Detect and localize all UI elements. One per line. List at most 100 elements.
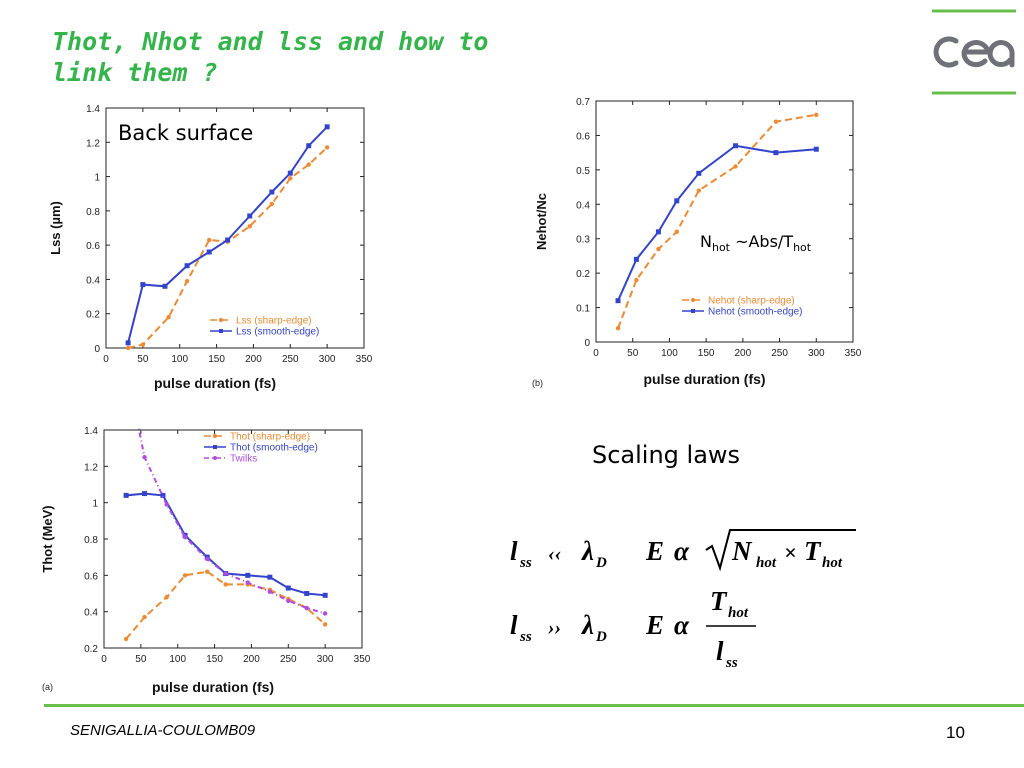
data-point <box>324 124 330 130</box>
y-tick-label: 0.2 <box>86 310 100 321</box>
data-point <box>287 170 293 176</box>
y-tick-label: 0.7 <box>576 97 590 108</box>
svg-text:D: D <box>595 555 607 571</box>
x-axis-label: pulse duration (fs) <box>152 679 274 695</box>
y-tick-label: 1.4 <box>86 104 100 115</box>
footer-divider <box>44 704 1024 707</box>
data-point <box>267 574 273 580</box>
y-tick-label: 0.4 <box>86 275 100 286</box>
data-point <box>696 170 702 176</box>
x-tick-label: 250 <box>280 654 297 665</box>
y-tick-label: 0 <box>584 338 590 349</box>
data-point <box>322 592 328 598</box>
series-line <box>617 144 817 302</box>
series-line <box>125 570 326 640</box>
svg-text:α: α <box>674 536 690 566</box>
y-tick-label: 0.5 <box>576 166 590 177</box>
y-tick-label: 0.2 <box>576 269 590 280</box>
y-tick-label: 0 <box>94 344 100 355</box>
x-tick-label: 300 <box>808 348 825 359</box>
footer-conference: SENIGALLIA-COULOMB09 <box>70 722 256 739</box>
series-line <box>617 113 817 329</box>
data-point <box>269 189 275 195</box>
svg-text:hot: hot <box>756 555 777 571</box>
y-tick-label: 0.1 <box>576 304 590 315</box>
data-point <box>184 278 190 284</box>
legend-marker <box>691 298 695 302</box>
scaling-equations: l ss ‹‹ λ D E α N hot × T hot l ss ›› λ … <box>510 529 856 670</box>
y-tick-label: 1.4 <box>84 426 98 437</box>
y-tick-label: 0.6 <box>84 571 98 582</box>
svg-text:E: E <box>645 610 664 640</box>
y-axis-label: Lss (µm) <box>48 201 63 255</box>
x-tick-label: 350 <box>354 654 371 665</box>
svg-text:hot: hot <box>822 555 843 571</box>
legend-marker <box>213 456 217 460</box>
x-axis-label: pulse duration (fs) <box>154 375 276 391</box>
svg-text:l: l <box>716 636 724 666</box>
svg-text:×: × <box>784 540 797 565</box>
thot-subscript: hot <box>793 241 812 255</box>
legend-marker <box>219 318 223 322</box>
data-point <box>286 598 291 603</box>
y-tick-label: 0.8 <box>84 535 98 546</box>
svg-text:ss: ss <box>725 655 738 670</box>
data-point <box>123 636 129 642</box>
data-point <box>140 282 146 288</box>
svg-text:E: E <box>645 536 664 566</box>
data-point <box>225 237 231 243</box>
data-point <box>160 492 166 498</box>
data-point <box>655 229 661 235</box>
x-tick-label: 50 <box>135 654 147 665</box>
data-point <box>205 556 210 562</box>
data-point <box>306 143 312 149</box>
y-tick-label: 0.4 <box>84 608 98 619</box>
series-group <box>125 124 330 346</box>
x-tick-label: 50 <box>627 348 639 359</box>
x-axis-label: pulse duration (fs) <box>643 371 765 387</box>
legend-marker <box>213 445 217 449</box>
x-tick-label: 200 <box>245 354 262 365</box>
svg-text:λ: λ <box>581 610 594 640</box>
svg-text:λ: λ <box>581 536 594 566</box>
legend-label: Nehot (sharp-edge) <box>708 296 795 307</box>
y-tick-label: 0.3 <box>576 235 590 246</box>
slide-title: Thot, Nhot and lss and how to link them … <box>52 27 489 87</box>
nhot-relation-label: Nhot ~Abs/Thot <box>700 232 811 254</box>
data-point <box>245 580 250 585</box>
y-tick-label: 1.2 <box>86 138 100 149</box>
series-group <box>123 569 328 642</box>
y-axis-label: Thot (MeV) <box>40 505 55 572</box>
scaling-laws-label: Scaling laws <box>592 441 741 469</box>
y-tick-label: 1 <box>94 173 100 184</box>
x-tick-label: 300 <box>319 354 336 365</box>
nhot-relation: ~Abs/T <box>729 232 794 251</box>
svg-text:α: α <box>674 610 690 640</box>
data-point <box>245 572 251 578</box>
data-point <box>615 298 621 304</box>
y-tick-label: 1.2 <box>84 462 98 473</box>
x-tick-label: 0 <box>593 348 599 359</box>
data-point <box>206 249 212 255</box>
panel-label: (a) <box>42 682 53 692</box>
data-point <box>125 340 131 346</box>
data-point <box>306 162 311 167</box>
y-tick-label: 0.2 <box>84 644 98 655</box>
data-point <box>166 314 171 320</box>
data-point <box>125 345 131 350</box>
data-point <box>656 246 661 252</box>
y-tick-label: 0.8 <box>86 207 100 218</box>
legend-label: Nehot (smooth-edge) <box>708 307 803 318</box>
legend-label: Lss (smooth-edge) <box>236 327 319 338</box>
data-point <box>247 213 253 219</box>
x-tick-label: 250 <box>771 348 788 359</box>
data-point <box>674 229 679 235</box>
legend-label: Thot (smooth-edge) <box>230 443 318 454</box>
data-point <box>288 176 293 181</box>
y-axis-label: Nehot/Nc <box>534 193 549 250</box>
x-tick-label: 150 <box>208 354 225 365</box>
data-point <box>634 277 639 283</box>
legend-marker <box>213 434 217 438</box>
svg-text:T: T <box>710 586 728 616</box>
data-point <box>322 622 328 627</box>
